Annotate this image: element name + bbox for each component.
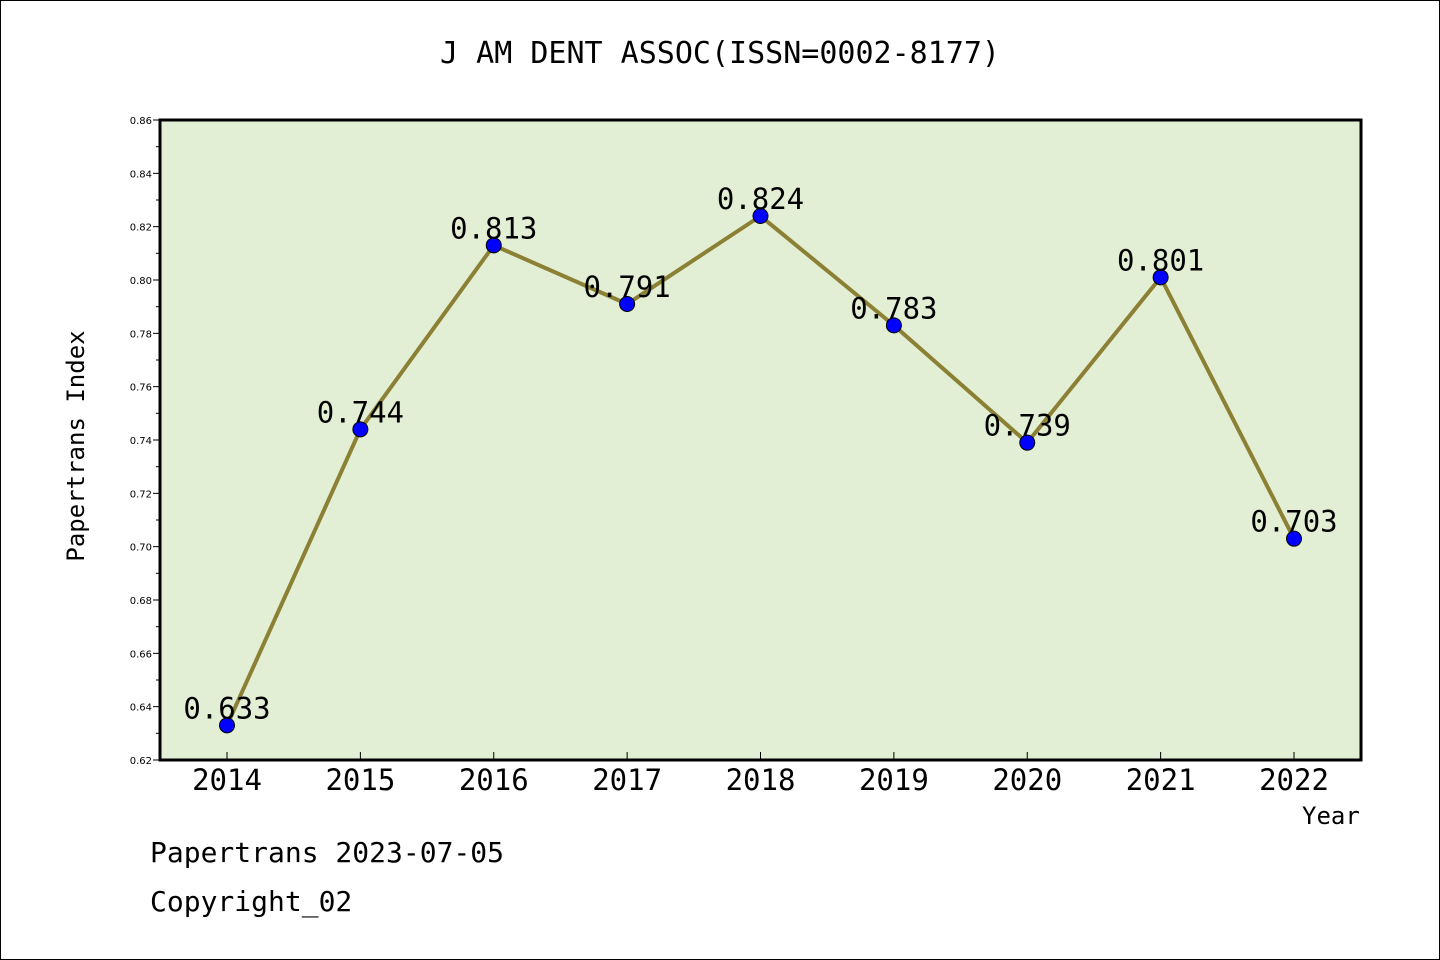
y-tick-label: 0.64: [130, 703, 152, 714]
footer-copyright: Copyright_02: [150, 885, 353, 918]
plot-border: [158, 118, 1363, 762]
data-point: [352, 421, 369, 438]
chart-title: J AM DENT ASSOC(ISSN=0002-8177): [440, 36, 1000, 71]
y-tick-label: 0.72: [130, 489, 152, 500]
data-label: 0.801: [1117, 243, 1204, 277]
data-point: [619, 296, 636, 312]
x-axis-label: Year: [1302, 802, 1360, 830]
y-tick-label: 0.80: [130, 276, 152, 287]
data-label: 0.824: [717, 182, 804, 216]
x-tick-label: 2016: [459, 763, 529, 797]
x-tick-label: 2021: [1126, 763, 1196, 797]
data-label: 0.783: [850, 291, 937, 325]
data-label: 0.633: [183, 691, 270, 725]
data-point: [485, 237, 502, 254]
y-tick-label: 0.68: [130, 596, 152, 607]
x-axis: 2014 2015 2016 2017 2018 2019 2020 2021 2022: [192, 752, 1329, 797]
data-label: 0.791: [583, 270, 670, 304]
footer-date: Papertrans 2023-07-05: [150, 836, 505, 869]
y-tick-label: 0.86: [130, 116, 152, 127]
data-label: 0.739: [984, 409, 1071, 443]
data-point: [1152, 269, 1169, 286]
series-layer: 0.633 0.744 0.813 0.791 0.824 0.783 0.739 0.801…: [183, 182, 1338, 734]
x-tick-label: 2017: [592, 763, 662, 797]
data-point: [219, 717, 235, 734]
plot-area: [160, 120, 1361, 760]
data-point: [752, 208, 769, 224]
x-tick-label: 2018: [726, 763, 796, 797]
data-label: 0.813: [450, 211, 537, 245]
data-point: [1019, 434, 1036, 451]
x-tick-label: 2020: [992, 763, 1062, 797]
x-tick-label: 2014: [192, 763, 262, 797]
y-tick-label: 0.78: [130, 329, 152, 340]
x-tick-label: 2022: [1259, 763, 1329, 797]
y-axis: 0.62 0.64 0.66 0.68 0.70 0.72 0.74 0.76 0.78 0.80…: [130, 116, 160, 767]
data-point: [885, 317, 902, 334]
y-tick-label: 0.84: [130, 169, 152, 180]
x-tick-label: 2019: [859, 763, 929, 797]
y-tick-label: 0.66: [130, 649, 152, 660]
y-tick-label: 0.70: [130, 543, 152, 554]
data-point: [1286, 530, 1302, 547]
data-label: 0.744: [317, 395, 404, 429]
y-tick-label: 0.62: [130, 756, 152, 767]
data-label: 0.703: [1250, 505, 1337, 539]
y-tick-label: 0.76: [130, 383, 152, 394]
x-tick-label: 2015: [325, 763, 395, 797]
y-tick-label: 0.74: [130, 436, 152, 447]
y-tick-label: 0.82: [130, 223, 152, 234]
